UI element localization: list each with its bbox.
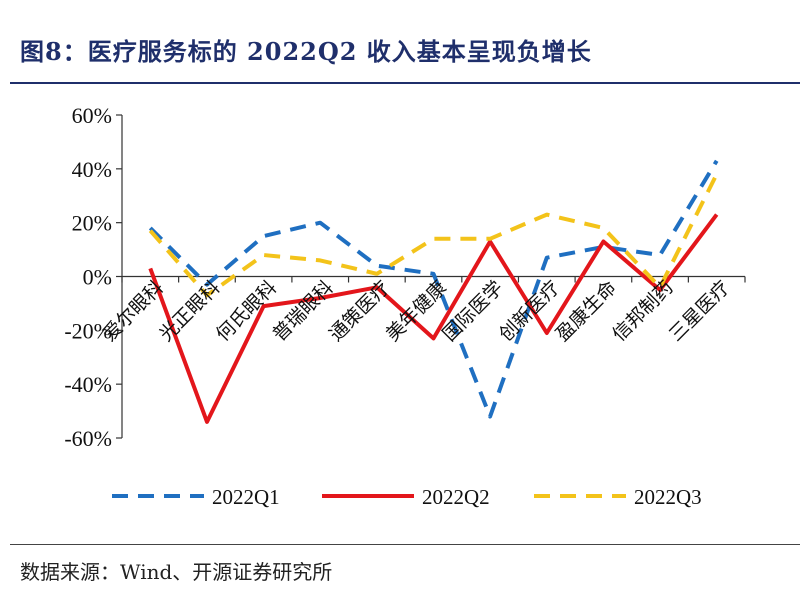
chart-axes: -60% -40% -20% 0% 20% 40% 60% <box>64 103 746 451</box>
series-line-2022Q1 <box>148 159 719 419</box>
y-tick-label: -60% <box>64 426 112 451</box>
category-label: 通策医疗 <box>325 276 394 345</box>
y-tick-label: 60% <box>72 103 112 128</box>
y-tick-label: -20% <box>64 318 112 343</box>
category-label: 信邦制药 <box>608 276 677 345</box>
category-labels: 爱尔眼科光正眼科何氏眼科普瑞眼科通策医疗美年健康国际医学创新医疗盈康生命信邦制药… <box>99 276 735 345</box>
series-line-2022Q2 <box>148 213 719 424</box>
legend-label-2022Q3: 2022Q3 <box>634 485 702 509</box>
title-divider <box>10 82 800 84</box>
chart-legend: 2022Q1 2022Q2 2022Q3 <box>112 485 702 509</box>
category-label: 普瑞眼科 <box>268 276 337 345</box>
series-layer <box>148 159 719 424</box>
legend-label-2022Q2: 2022Q2 <box>422 485 490 509</box>
y-tick-label: 0% <box>83 265 112 290</box>
category-label: 创新医疗 <box>495 276 564 345</box>
line-chart: -60% -40% -20% 0% 20% 40% 60% 爱尔眼科光正眼科何氏眼科普瑞眼科… <box>64 103 746 509</box>
category-label: 美年健康 <box>382 276 451 345</box>
footer-divider <box>10 544 800 545</box>
series-line-2022Q3 <box>148 173 719 298</box>
category-label: 何氏眼科 <box>212 276 281 345</box>
data-source-note: 数据来源：Wind、开源证券研究所 <box>20 560 333 584</box>
y-tick-label: 40% <box>72 157 112 182</box>
legend-label-2022Q1: 2022Q1 <box>212 485 280 509</box>
y-tick-label: -40% <box>64 372 112 397</box>
category-label: 三星医疗 <box>665 276 734 345</box>
y-tick-label: 20% <box>72 211 112 236</box>
chart-title: 图8：医疗服务标的 2022Q2 收入基本呈现负增长 <box>20 37 592 66</box>
